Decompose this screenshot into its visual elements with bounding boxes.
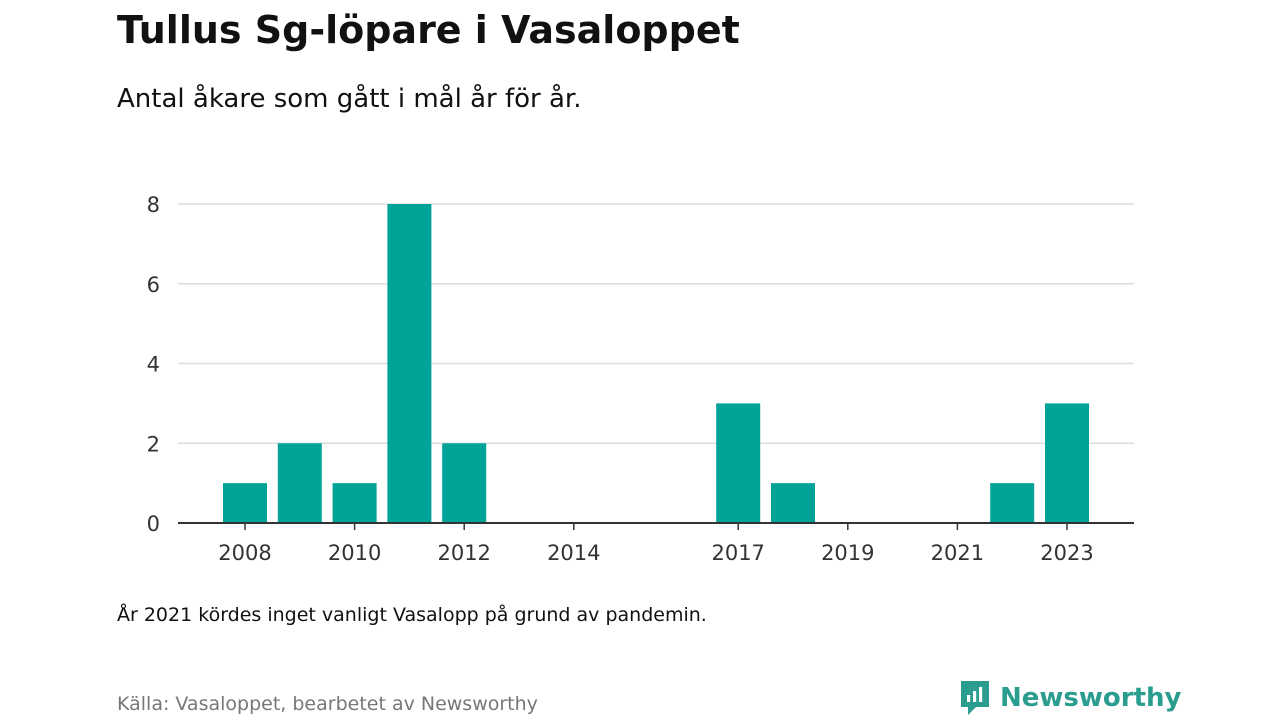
- chart-subtitle: Antal åkare som gått i mål år för år.: [117, 84, 582, 114]
- bar-2010: [332, 483, 377, 523]
- brand-name: Newsworthy: [1000, 683, 1182, 713]
- bar-2009: [277, 443, 322, 523]
- y-tick-label: 4: [147, 353, 160, 377]
- y-tick-label: 6: [147, 273, 160, 297]
- x-tick-label: 2014: [547, 541, 600, 565]
- brand-logo: Newsworthy: [958, 678, 1181, 718]
- x-tick-label: 2008: [218, 541, 271, 565]
- bar-2012: [442, 443, 487, 523]
- x-tick-label: 2012: [437, 541, 490, 565]
- y-tick-label: 0: [147, 512, 160, 536]
- x-tick-label: 2023: [1040, 541, 1093, 565]
- bar-2011: [387, 204, 432, 523]
- x-tick-label: 2017: [711, 541, 764, 565]
- newsworthy-logo-icon: [961, 681, 989, 715]
- y-tick-label: 8: [147, 193, 160, 217]
- chart-title: Tullus Sg-löpare i Vasaloppet: [117, 8, 740, 52]
- bar-2023: [1045, 403, 1089, 523]
- bar-2008: [223, 483, 267, 523]
- y-tick-label: 2: [147, 432, 160, 456]
- bar-2018: [771, 483, 815, 523]
- x-tick-label: 2019: [821, 541, 874, 565]
- x-tick-label: 2021: [931, 541, 984, 565]
- bar-2022: [990, 483, 1035, 523]
- x-tick-label: 2010: [328, 541, 381, 565]
- chart-note: År 2021 kördes inget vanligt Vasalopp på…: [117, 604, 707, 626]
- source-text: Källa: Vasaloppet, bearbetet av Newswort…: [117, 693, 538, 715]
- bar-chart: 0 2 4 6 8 2008 2010 2012 2014 2017 2019 2021 2023: [147, 193, 1134, 565]
- bar-2017: [716, 403, 761, 523]
